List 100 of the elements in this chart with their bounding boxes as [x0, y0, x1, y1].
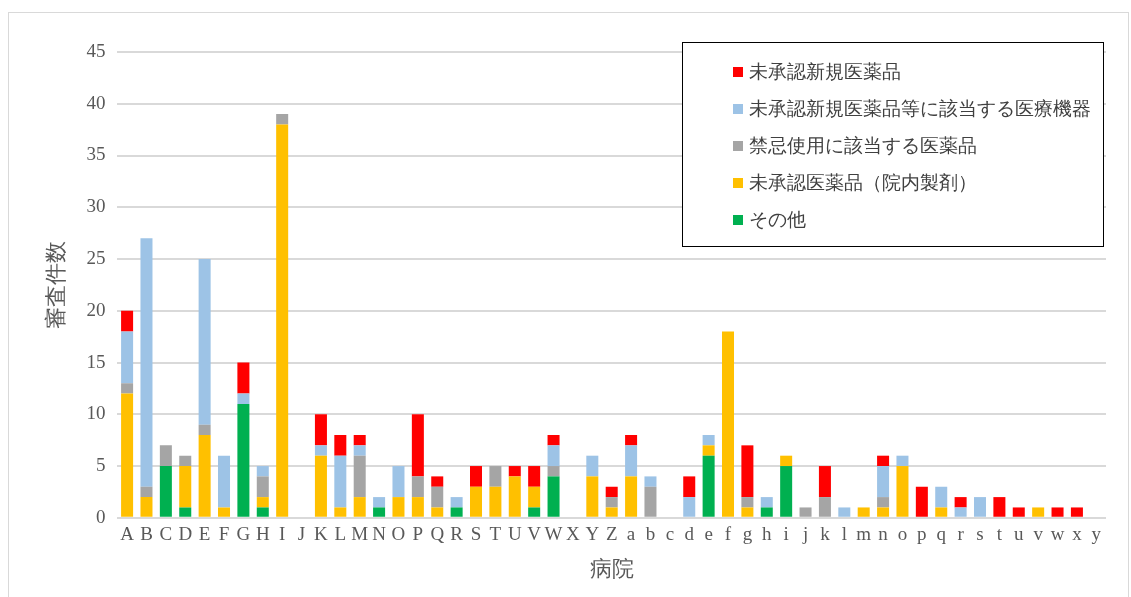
- y-tick-label: 0: [95, 505, 106, 527]
- x-tick-label: c: [665, 523, 675, 545]
- bar: [334, 455, 347, 508]
- bar: [741, 445, 754, 498]
- y-tick-label: 15: [86, 350, 106, 372]
- x-tick-label: L: [334, 523, 347, 545]
- bar: [702, 434, 715, 446]
- bar: [121, 310, 134, 332]
- bar: [470, 466, 483, 487]
- bar: [877, 455, 890, 467]
- x-tick-label: J: [297, 523, 306, 545]
- bar: [644, 486, 657, 517]
- bar: [877, 507, 890, 517]
- bar: [121, 393, 134, 517]
- x-tick-label: W: [544, 523, 563, 545]
- bar: [489, 486, 502, 517]
- bar: [198, 259, 211, 425]
- y-axis-title: 審査件数: [42, 240, 68, 329]
- bar: [954, 507, 967, 517]
- legend-label: 未承認新規医薬品等に該当する医療機器: [749, 97, 1091, 121]
- x-tick-label: O: [391, 523, 406, 545]
- bar: [547, 466, 560, 477]
- bar: [140, 497, 153, 517]
- x-tick-label: T: [489, 523, 502, 545]
- x-tick-label: M: [351, 523, 369, 545]
- x-tick-label: u: [1014, 523, 1025, 545]
- x-tick-label: Y: [585, 523, 600, 545]
- x-tick-label: D: [178, 523, 193, 545]
- bar: [760, 497, 773, 508]
- bar: [547, 445, 560, 467]
- bar: [256, 497, 269, 508]
- bar: [334, 434, 347, 456]
- bar: [314, 445, 327, 456]
- bar: [760, 507, 773, 517]
- bar: [237, 403, 250, 517]
- x-tick-label: U: [507, 523, 522, 545]
- y-tick-label: 10: [86, 402, 106, 424]
- bar: [159, 466, 172, 517]
- bar: [353, 455, 366, 498]
- bar: [353, 445, 366, 456]
- bar: [935, 486, 948, 508]
- bar: [218, 507, 231, 517]
- x-tick-label: S: [470, 523, 482, 545]
- x-tick-label: X: [566, 523, 581, 545]
- y-tick-label: 35: [86, 143, 106, 165]
- y-tick-label: 5: [95, 454, 106, 476]
- bar: [838, 507, 851, 517]
- bar: [256, 466, 269, 477]
- bar: [411, 497, 424, 517]
- bar: [547, 434, 560, 446]
- legend-label: 未承認新規医薬品: [749, 60, 901, 84]
- bar: [450, 507, 463, 517]
- bar: [780, 466, 793, 517]
- bar: [159, 445, 172, 467]
- bar: [353, 497, 366, 517]
- bar: [993, 497, 1006, 517]
- bar: [528, 507, 541, 517]
- y-tick-label: 20: [86, 298, 106, 320]
- x-tick-label: B: [140, 523, 153, 545]
- bar: [915, 486, 928, 517]
- bar: [1032, 507, 1045, 517]
- x-tick-label: w: [1050, 523, 1065, 545]
- bar: [276, 114, 289, 125]
- bar: [431, 486, 444, 508]
- bar: [877, 466, 890, 498]
- bar: [799, 507, 812, 517]
- x-tick-label: H: [255, 523, 270, 545]
- bar: [1070, 507, 1083, 517]
- x-tick-label: R: [450, 523, 464, 545]
- x-tick-label: m: [856, 523, 872, 545]
- bar: [392, 497, 405, 517]
- x-tick-label: F: [218, 523, 230, 545]
- bar: [625, 476, 638, 517]
- x-tick-label: I: [279, 523, 286, 545]
- bar: [683, 476, 696, 498]
- x-tick-label: q: [936, 523, 947, 545]
- x-tick-label: k: [820, 523, 831, 545]
- x-tick-label: Z: [605, 523, 618, 545]
- x-tick-label: s: [976, 523, 984, 545]
- bar: [314, 455, 327, 517]
- bar: [702, 455, 715, 517]
- bar: [625, 434, 638, 446]
- bar: [625, 445, 638, 477]
- x-tick-label: n: [878, 523, 889, 545]
- bar: [470, 486, 483, 517]
- x-tick-label: K: [314, 523, 329, 545]
- bar: [741, 507, 754, 517]
- bar: [605, 486, 618, 498]
- bar: [411, 476, 424, 498]
- bar: [605, 507, 618, 517]
- bar: [780, 455, 793, 467]
- bar: [605, 497, 618, 508]
- y-tick-label: 25: [86, 247, 106, 269]
- bar: [896, 455, 909, 467]
- bar: [508, 476, 521, 517]
- bar: [741, 497, 754, 508]
- bar: [683, 497, 696, 517]
- x-tick-label: d: [684, 523, 695, 545]
- legend-label: 禁忌使用に該当する医薬品: [749, 134, 977, 158]
- bar: [179, 507, 192, 517]
